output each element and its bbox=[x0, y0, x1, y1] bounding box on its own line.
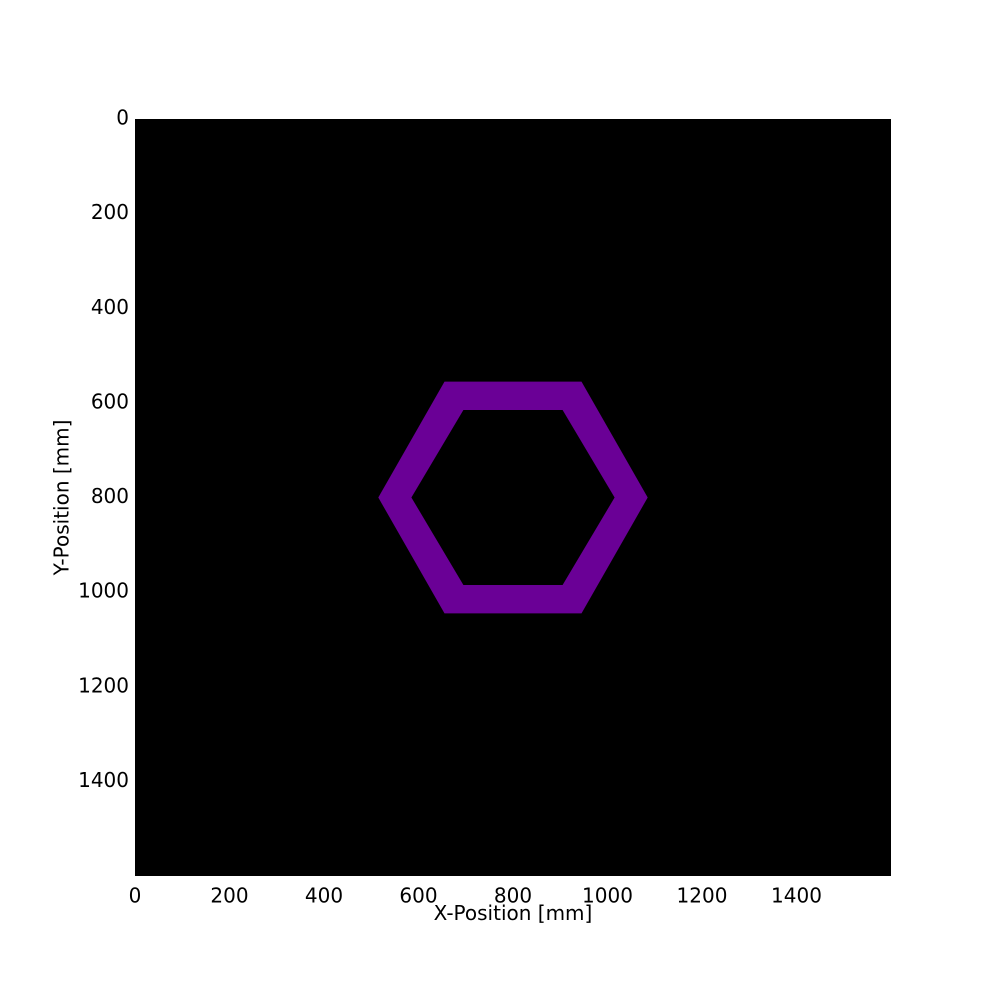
y-tick-label: 400 bbox=[91, 295, 129, 319]
y-tick-label: 1000 bbox=[78, 579, 129, 603]
shapes-layer bbox=[378, 381, 648, 614]
y-axis-label: Y-Position [mm] bbox=[50, 420, 74, 577]
x-tick-label: 800 bbox=[494, 884, 532, 908]
x-tick-label: 600 bbox=[399, 884, 437, 908]
y-tick-label: 600 bbox=[91, 389, 129, 413]
x-tick-label: 1000 bbox=[582, 884, 633, 908]
hexagonal-ring bbox=[378, 381, 648, 614]
y-axis-ticks: 0 200 400 600 800 1000 1200 1400 bbox=[78, 106, 129, 792]
y-tick-label: 1200 bbox=[78, 673, 129, 697]
x-tick-label: 400 bbox=[305, 884, 343, 908]
y-tick-label: 200 bbox=[91, 200, 129, 224]
plot-area bbox=[135, 119, 891, 876]
y-tick-label: 1400 bbox=[78, 768, 129, 792]
x-tick-label: 0 bbox=[129, 884, 142, 908]
x-tick-label: 1200 bbox=[677, 884, 728, 908]
x-tick-label: 1400 bbox=[771, 884, 822, 908]
x-tick-label: 200 bbox=[210, 884, 248, 908]
y-tick-label: 0 bbox=[116, 106, 129, 130]
x-axis-ticks: 0 200 400 600 800 1000 1200 1400 bbox=[129, 884, 822, 908]
y-tick-label: 800 bbox=[91, 484, 129, 508]
x-axis-label: X-Position [mm] bbox=[434, 901, 593, 925]
